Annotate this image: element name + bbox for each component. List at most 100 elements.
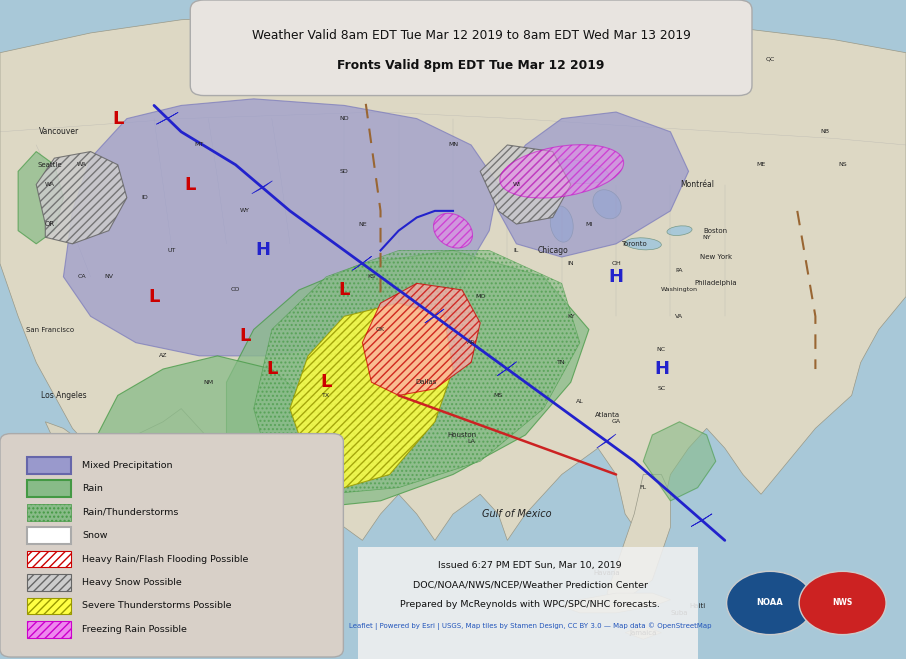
- Polygon shape: [625, 626, 661, 639]
- Ellipse shape: [433, 214, 473, 248]
- Text: Philadelphia: Philadelphia: [694, 280, 737, 287]
- Polygon shape: [480, 145, 571, 224]
- Text: TX: TX: [323, 393, 330, 398]
- Text: Boston: Boston: [704, 227, 728, 234]
- FancyBboxPatch shape: [27, 621, 71, 638]
- Text: NC: NC: [657, 347, 666, 352]
- Text: L: L: [185, 175, 196, 194]
- Text: GA: GA: [612, 419, 621, 424]
- Polygon shape: [498, 112, 689, 257]
- Polygon shape: [362, 283, 480, 395]
- Text: L: L: [266, 360, 277, 378]
- Text: L: L: [149, 287, 159, 306]
- Text: NY: NY: [702, 235, 711, 240]
- FancyBboxPatch shape: [27, 527, 71, 544]
- Text: WA: WA: [76, 162, 87, 167]
- Text: Gulf of Mexico: Gulf of Mexico: [482, 509, 551, 519]
- Ellipse shape: [181, 511, 217, 544]
- Text: L: L: [112, 109, 123, 128]
- Text: NS: NS: [838, 162, 847, 167]
- Text: CO: CO: [231, 287, 240, 293]
- Text: Jamaica: Jamaica: [630, 629, 657, 636]
- Text: SD: SD: [340, 169, 349, 174]
- Text: ID: ID: [141, 195, 149, 200]
- Text: Snow: Snow: [82, 531, 108, 540]
- Polygon shape: [0, 13, 906, 540]
- Text: Seattle: Seattle: [37, 161, 63, 168]
- Text: Chicago: Chicago: [537, 246, 568, 255]
- Polygon shape: [226, 250, 589, 507]
- Text: OK: OK: [376, 327, 385, 332]
- Text: WA: WA: [44, 182, 55, 187]
- Ellipse shape: [593, 190, 622, 219]
- Text: VA: VA: [676, 314, 683, 319]
- Text: AZ: AZ: [159, 353, 168, 358]
- Text: OR: OR: [44, 221, 55, 227]
- Text: Leaflet | Powered by Esri | USGS, Map tiles by Stamen Design, CC BY 3.0 — Map da: Leaflet | Powered by Esri | USGS, Map ti…: [349, 622, 711, 630]
- FancyBboxPatch shape: [27, 598, 71, 614]
- Text: Guadalajara: Guadalajara: [115, 603, 157, 610]
- Text: Suba: Suba: [670, 610, 689, 616]
- Text: Freezing Rain Possible: Freezing Rain Possible: [82, 625, 188, 634]
- Polygon shape: [63, 99, 498, 356]
- Text: Rain/Thunderstorms: Rain/Thunderstorms: [82, 507, 178, 517]
- Text: NE: NE: [358, 221, 367, 227]
- Text: Severe Thunderstorms Possible: Severe Thunderstorms Possible: [82, 602, 232, 610]
- Text: MI: MI: [585, 221, 593, 227]
- Text: H: H: [609, 268, 623, 286]
- Text: Vancouver: Vancouver: [39, 127, 79, 136]
- Text: Washington: Washington: [661, 287, 698, 293]
- FancyBboxPatch shape: [190, 0, 752, 96]
- Ellipse shape: [667, 226, 692, 235]
- Text: PA: PA: [676, 268, 683, 273]
- Text: WY: WY: [239, 208, 250, 214]
- Text: L: L: [303, 452, 313, 471]
- Text: FL: FL: [640, 485, 647, 490]
- Text: OH: OH: [612, 261, 621, 266]
- Polygon shape: [36, 152, 127, 244]
- Circle shape: [727, 571, 814, 635]
- Polygon shape: [18, 152, 63, 244]
- Polygon shape: [91, 356, 326, 593]
- FancyBboxPatch shape: [0, 434, 343, 657]
- Text: Weather Valid 8am EDT Tue Mar 12 2019 to 8am EDT Wed Mar 13 2019: Weather Valid 8am EDT Tue Mar 12 2019 to…: [252, 29, 690, 42]
- FancyBboxPatch shape: [27, 550, 71, 567]
- Text: MN: MN: [448, 142, 458, 148]
- Text: TN: TN: [557, 360, 566, 365]
- Polygon shape: [252, 181, 273, 194]
- Text: Havana: Havana: [593, 570, 621, 577]
- Text: WI: WI: [513, 182, 520, 187]
- Ellipse shape: [500, 144, 623, 198]
- Polygon shape: [45, 409, 290, 626]
- Ellipse shape: [550, 206, 573, 242]
- FancyBboxPatch shape: [358, 547, 698, 659]
- Text: Montréal: Montréal: [680, 180, 715, 189]
- Text: Los Angeles: Los Angeles: [41, 391, 86, 400]
- Text: NB: NB: [820, 129, 829, 134]
- Polygon shape: [290, 303, 453, 488]
- Text: Atlanta: Atlanta: [594, 412, 620, 418]
- Ellipse shape: [533, 159, 609, 184]
- Polygon shape: [607, 474, 670, 606]
- Polygon shape: [643, 422, 716, 501]
- Text: San Francisco: San Francisco: [25, 326, 74, 333]
- Polygon shape: [352, 256, 371, 270]
- Polygon shape: [254, 250, 580, 494]
- Text: QC: QC: [766, 57, 775, 62]
- Text: ME: ME: [757, 162, 766, 167]
- Polygon shape: [597, 434, 616, 448]
- Text: Issued 6:27 PM EDT Sun, Mar 10, 2019: Issued 6:27 PM EDT Sun, Mar 10, 2019: [439, 561, 622, 570]
- Text: MS: MS: [494, 393, 503, 398]
- FancyBboxPatch shape: [27, 457, 71, 474]
- Text: H: H: [255, 241, 270, 260]
- Text: KS: KS: [368, 274, 375, 279]
- Text: SC: SC: [657, 386, 666, 391]
- Text: L: L: [239, 531, 250, 550]
- FancyBboxPatch shape: [27, 503, 71, 521]
- Polygon shape: [562, 593, 670, 613]
- Text: L: L: [321, 373, 332, 391]
- Text: DOC/NOAA/NWS/NCEP/Weather Prediction Center: DOC/NOAA/NWS/NCEP/Weather Prediction Cen…: [412, 581, 648, 590]
- Text: H: H: [654, 360, 669, 378]
- Text: NWS: NWS: [833, 598, 853, 608]
- Text: Haiti: Haiti: [689, 603, 706, 610]
